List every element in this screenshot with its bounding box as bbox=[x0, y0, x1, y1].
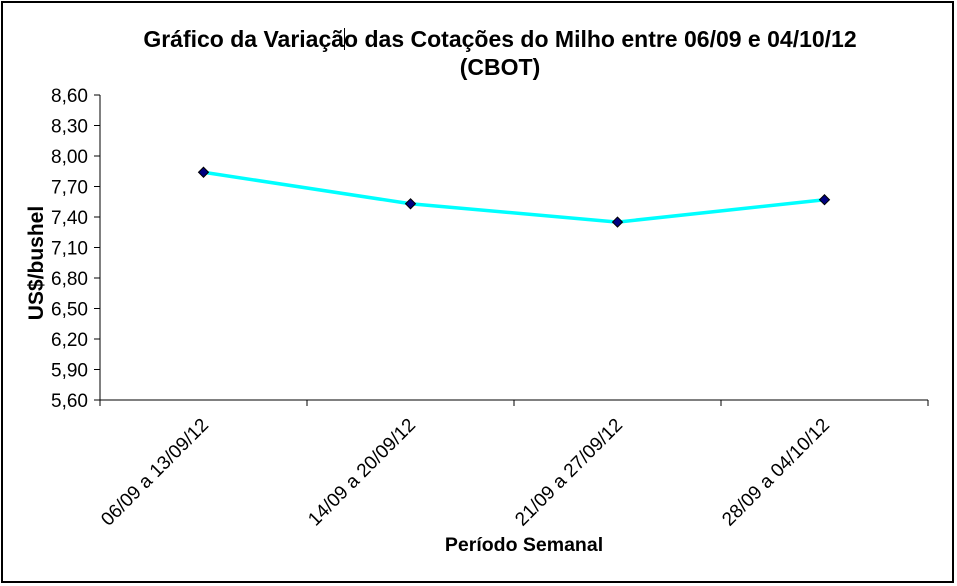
data-point bbox=[404, 198, 417, 210]
x-axis-title: Período Semanal bbox=[445, 534, 603, 556]
data-point bbox=[818, 194, 831, 206]
y-tick-label: 7,40 bbox=[51, 208, 88, 229]
y-tick-label: 8,30 bbox=[51, 117, 88, 138]
y-tick-label: 8,60 bbox=[51, 86, 88, 107]
y-tick-label: 7,70 bbox=[51, 178, 88, 199]
data-point bbox=[197, 166, 210, 178]
y-tick-label: 6,20 bbox=[51, 330, 88, 351]
plot-area bbox=[197, 166, 831, 228]
data-point bbox=[611, 216, 624, 228]
y-tick-label: 7,10 bbox=[51, 239, 88, 260]
y-tick-label: 6,80 bbox=[51, 269, 88, 290]
y-ticks: 5,60 5,90 6,20 6,50 6,80 7,10 7,40 7,70 8,00 8,30… bbox=[51, 86, 100, 412]
y-tick-label: 8,00 bbox=[51, 147, 88, 168]
y-axis-title: US$/bushel bbox=[25, 206, 48, 320]
chart-title: Gráfico da Variação das Cotações do Milh… bbox=[143, 26, 856, 52]
y-tick-label: 6,50 bbox=[51, 300, 88, 321]
chart-title-line-2: (CBOT) bbox=[460, 54, 540, 80]
y-tick-label: 5,90 bbox=[51, 361, 88, 382]
series-line bbox=[203, 170, 825, 224]
y-tick-label: 5,60 bbox=[51, 391, 88, 412]
